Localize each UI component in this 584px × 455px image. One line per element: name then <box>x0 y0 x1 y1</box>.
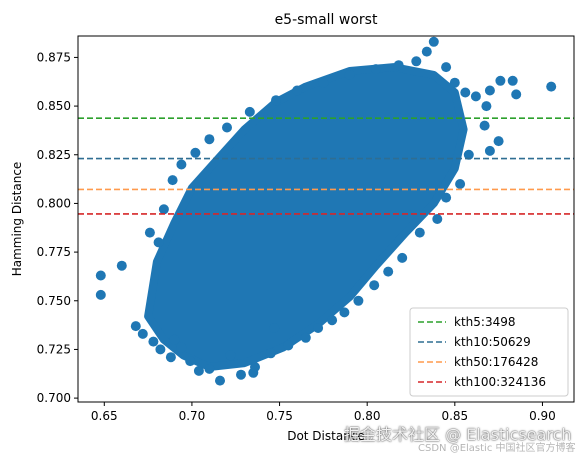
legend-label: kth5:3498 <box>454 315 515 329</box>
y-tick-label: 0.825 <box>37 148 71 162</box>
scatter-point <box>204 134 215 145</box>
scatter-point <box>327 315 338 326</box>
scatter-point <box>130 321 141 332</box>
scatter-point <box>371 64 381 75</box>
scatter-point <box>463 149 474 160</box>
scatter-point <box>495 75 506 86</box>
scatter-point <box>292 85 303 96</box>
scatter-points <box>95 36 557 386</box>
scatter-point <box>158 204 169 215</box>
y-tick-label: 0.725 <box>37 342 71 356</box>
legend-label: kth50:176428 <box>454 355 538 369</box>
scatter-point <box>369 280 380 291</box>
scatter-point <box>460 87 471 98</box>
scatter-point <box>344 69 355 80</box>
scatter-point <box>353 295 364 306</box>
scatter-point <box>148 336 159 347</box>
scatter-point <box>393 60 404 71</box>
y-tick-label: 0.775 <box>37 245 71 259</box>
scatter-point <box>432 214 443 224</box>
y-tick-label: 0.800 <box>37 196 71 210</box>
scatter-point <box>414 227 425 238</box>
chart-title: e5-small worst <box>275 12 378 28</box>
scatter-point <box>137 328 148 339</box>
y-axis-label: Hamming Distance <box>10 162 24 277</box>
scatter-point <box>484 85 495 96</box>
scatter-point <box>546 81 557 92</box>
y-tick-label: 0.700 <box>37 391 71 405</box>
x-axis: 0.65 0.70 0.75 0.80 0.85 0.90 <box>91 402 556 423</box>
scatter-point <box>165 352 176 363</box>
scatter-point <box>236 369 246 380</box>
scatter-point <box>95 289 106 300</box>
scatter-point <box>449 77 460 88</box>
scatter-point <box>155 344 166 355</box>
scatter-point <box>428 36 439 47</box>
x-tick-label: 0.70 <box>179 409 206 423</box>
scatter-point <box>169 334 180 345</box>
x-tick-label: 0.90 <box>529 409 556 423</box>
y-tick-label: 0.850 <box>37 99 71 113</box>
scatter-point <box>493 136 504 147</box>
x-tick-label: 0.80 <box>354 409 381 423</box>
x-axis-label: Dot Distance <box>287 429 365 443</box>
scatter-point <box>421 46 432 57</box>
scatter-point <box>484 145 495 156</box>
scatter-point <box>225 350 236 361</box>
legend-box <box>409 307 569 397</box>
scatter-point <box>283 340 294 351</box>
legend-label: kth100:324136 <box>454 375 546 389</box>
scatter-point <box>511 89 522 100</box>
scatter-point <box>193 365 204 376</box>
scatter-point <box>411 56 422 67</box>
legend-label: kth10:50629 <box>454 335 531 349</box>
scatter-point <box>222 122 232 133</box>
scatter-point <box>95 270 106 281</box>
scatter-point <box>383 266 394 277</box>
scatter-point <box>215 375 225 386</box>
scatter-point <box>441 62 452 73</box>
scatter-point <box>190 147 201 158</box>
reference-lines <box>78 117 574 215</box>
scatter-point <box>153 237 164 248</box>
watermark-main: 掘金技术社区 @ Elasticsearch <box>344 425 572 444</box>
scatter-point <box>479 120 490 131</box>
scatter-point <box>507 75 518 86</box>
scatter-point <box>250 362 260 372</box>
scatter-point <box>176 159 187 170</box>
scatter-point <box>265 348 276 359</box>
scatter-point <box>481 101 492 112</box>
y-tick-label: 0.750 <box>37 294 71 308</box>
scatter-point <box>185 356 196 367</box>
watermark-sub: CSDN @Elastic 中国社区官方博客 <box>418 443 576 454</box>
y-axis: 0.700 0.725 0.750 0.775 0.800 0.825 0.850 0.875 <box>37 50 78 405</box>
scatter-point <box>470 91 481 102</box>
scatter-point <box>176 342 187 353</box>
scatter-point <box>397 252 408 263</box>
plot-frame <box>77 35 575 403</box>
scatter-point <box>313 323 324 333</box>
x-tick-label: 0.75 <box>266 409 293 423</box>
scatter-point <box>116 260 127 271</box>
scatter-point <box>271 95 281 106</box>
scatter-point <box>244 106 255 117</box>
legend: kth5:3498 kth10:50629 kth50:176428 kth100:3… <box>409 307 569 397</box>
scatter-point <box>269 323 280 333</box>
scatter-point <box>300 332 311 343</box>
scatter-point <box>339 307 350 318</box>
scatter-point <box>167 175 178 186</box>
scatter-point <box>455 179 466 189</box>
scatter-point <box>318 77 329 88</box>
y-tick-label: 0.875 <box>37 50 71 64</box>
x-tick-label: 0.85 <box>441 409 468 423</box>
scatter-point <box>441 192 452 203</box>
scatter-point <box>204 363 215 374</box>
x-tick-label: 0.65 <box>91 409 118 423</box>
scatter-point <box>144 227 155 238</box>
